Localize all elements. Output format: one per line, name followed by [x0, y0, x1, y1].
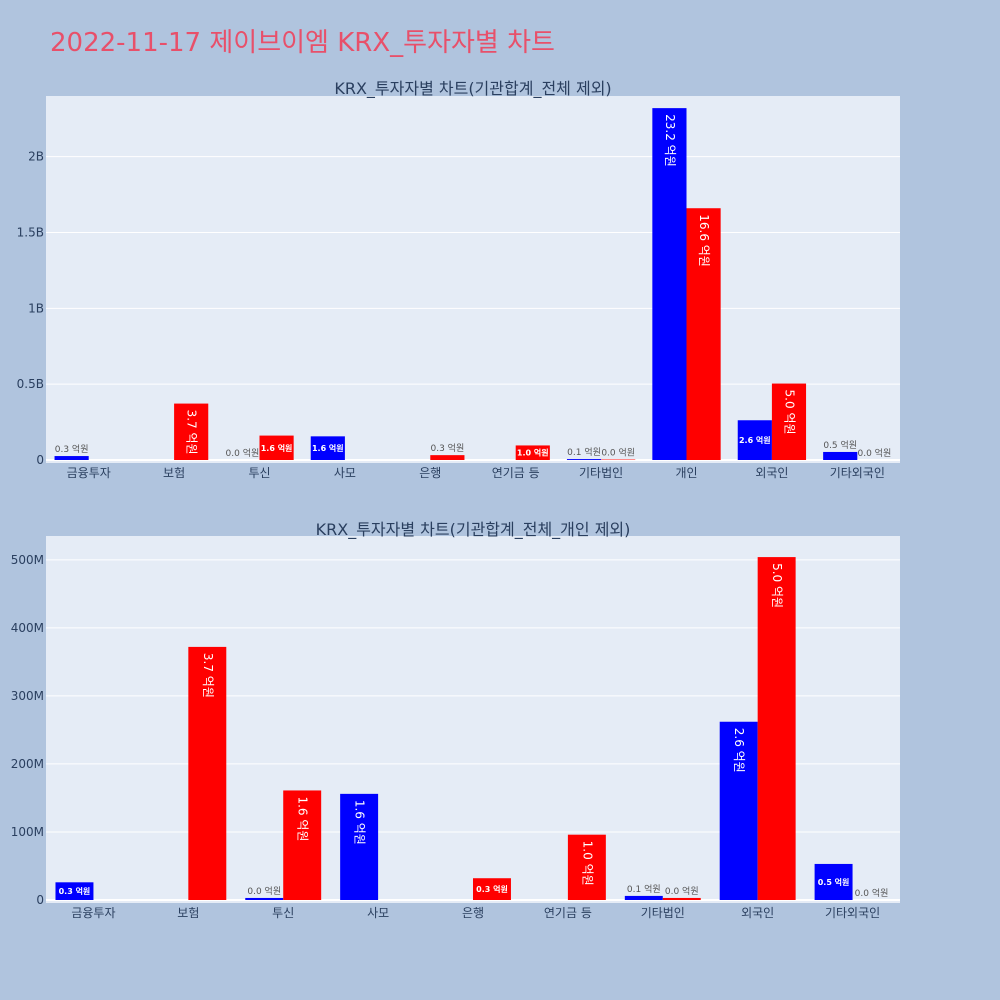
data-label: 1.6 억원 — [353, 800, 367, 845]
x-tick-label: 기타외국인 — [825, 906, 880, 920]
bar — [310, 436, 345, 460]
y-tick-label: 1B — [28, 301, 44, 315]
data-label: 0.0 억원 — [247, 885, 281, 897]
page-title: 2022-11-17 제이브이엠 KRX_투자자별 차트 — [50, 28, 555, 58]
x-tick-label: 금융투자 — [67, 466, 111, 480]
data-label: 0.0 억원 — [601, 447, 635, 459]
bar — [814, 863, 853, 900]
data-label: 1.6 억원 — [261, 443, 293, 453]
data-label: 2.6 억원 — [739, 435, 771, 445]
data-label: 0.1 억원 — [567, 446, 601, 458]
y-tick-label: 2B — [28, 150, 44, 164]
data-label: 1.6 억원 — [296, 796, 310, 841]
bar — [567, 834, 606, 900]
y-tick-label: 1.5B — [17, 226, 44, 240]
bar — [283, 790, 322, 900]
data-label: 23.2 억원 — [663, 114, 677, 167]
data-label: 0.1 억원 — [627, 883, 661, 895]
bar — [515, 445, 550, 460]
data-label: 0.5 억원 — [818, 877, 850, 887]
data-label: 0.3 억원 — [55, 443, 89, 455]
bar — [719, 721, 758, 900]
y-tick-label: 200M — [11, 757, 44, 771]
bar — [737, 420, 772, 460]
y-tick-label: 0 — [36, 453, 44, 467]
chart-title: KRX_투자자별 차트(기관합계_전체 제외) — [334, 79, 611, 99]
x-tick-label: 사모 — [334, 466, 356, 480]
x-tick-label: 보험 — [177, 906, 199, 920]
x-tick-label: 사모 — [367, 906, 389, 920]
bar — [174, 403, 209, 460]
bar — [245, 897, 284, 900]
bar — [757, 557, 796, 900]
bar — [686, 208, 721, 460]
data-label: 0.0 억원 — [855, 887, 889, 899]
bar — [430, 455, 465, 460]
data-label: 0.3 억원 — [59, 886, 91, 896]
x-tick-label: 외국인 — [755, 466, 788, 480]
y-tick-label: 0 — [36, 893, 44, 907]
x-tick-label: 은행 — [462, 905, 484, 920]
bar — [771, 383, 807, 460]
bar — [662, 897, 701, 900]
bar — [473, 878, 511, 900]
x-tick-label: 투신 — [272, 906, 294, 920]
data-label: 2.6 억원 — [732, 728, 746, 773]
bar — [188, 646, 227, 900]
x-tick-label: 외국인 — [741, 906, 774, 920]
chart-title: KRX_투자자별 차트(기관합계_전체_개인 제외) — [316, 520, 631, 540]
data-label: 1.0 억원 — [517, 448, 549, 458]
x-tick-label: 기타법인 — [641, 906, 685, 920]
x-tick-label: 개인 — [675, 466, 697, 480]
data-label: 1.0 억원 — [580, 841, 594, 886]
x-tick-label: 연기금 등 — [492, 466, 540, 480]
y-tick-label: 500M — [11, 553, 44, 567]
data-label: 5.0 억원 — [770, 563, 784, 608]
y-tick-label: 400M — [11, 621, 44, 635]
data-label: 0.3 억원 — [431, 442, 465, 454]
y-tick-label: 100M — [11, 825, 44, 839]
bar — [823, 451, 858, 460]
bar — [340, 793, 379, 900]
data-label: 1.6 억원 — [312, 443, 344, 453]
bar — [624, 895, 663, 900]
data-label: 0.0 억원 — [665, 885, 699, 897]
bar — [54, 456, 89, 460]
data-label: 0.5 억원 — [823, 439, 857, 451]
y-tick-label: 0.5B — [17, 377, 44, 391]
x-tick-label: 은행 — [419, 465, 441, 480]
x-tick-label: 금융투자 — [71, 906, 115, 920]
x-tick-label: 보험 — [163, 466, 185, 480]
data-label: 3.7 억원 — [185, 410, 199, 455]
x-tick-label: 연기금 등 — [544, 906, 592, 920]
data-label: 5.0 억원 — [782, 390, 796, 435]
bar — [259, 435, 294, 460]
x-tick-label: 기타법인 — [579, 466, 623, 480]
bar — [652, 108, 687, 460]
data-label: 0.3 억원 — [476, 884, 508, 894]
x-tick-label: 투신 — [248, 466, 270, 480]
y-tick-label: 300M — [11, 689, 44, 703]
data-label: 0.0 억원 — [226, 447, 260, 459]
data-label: 16.6 억원 — [697, 214, 711, 267]
bar — [566, 459, 602, 460]
x-tick-label: 기타외국인 — [830, 466, 885, 480]
bar — [55, 882, 94, 900]
data-label: 0.0 억원 — [858, 447, 892, 459]
data-label: 3.7 억원 — [201, 653, 215, 698]
